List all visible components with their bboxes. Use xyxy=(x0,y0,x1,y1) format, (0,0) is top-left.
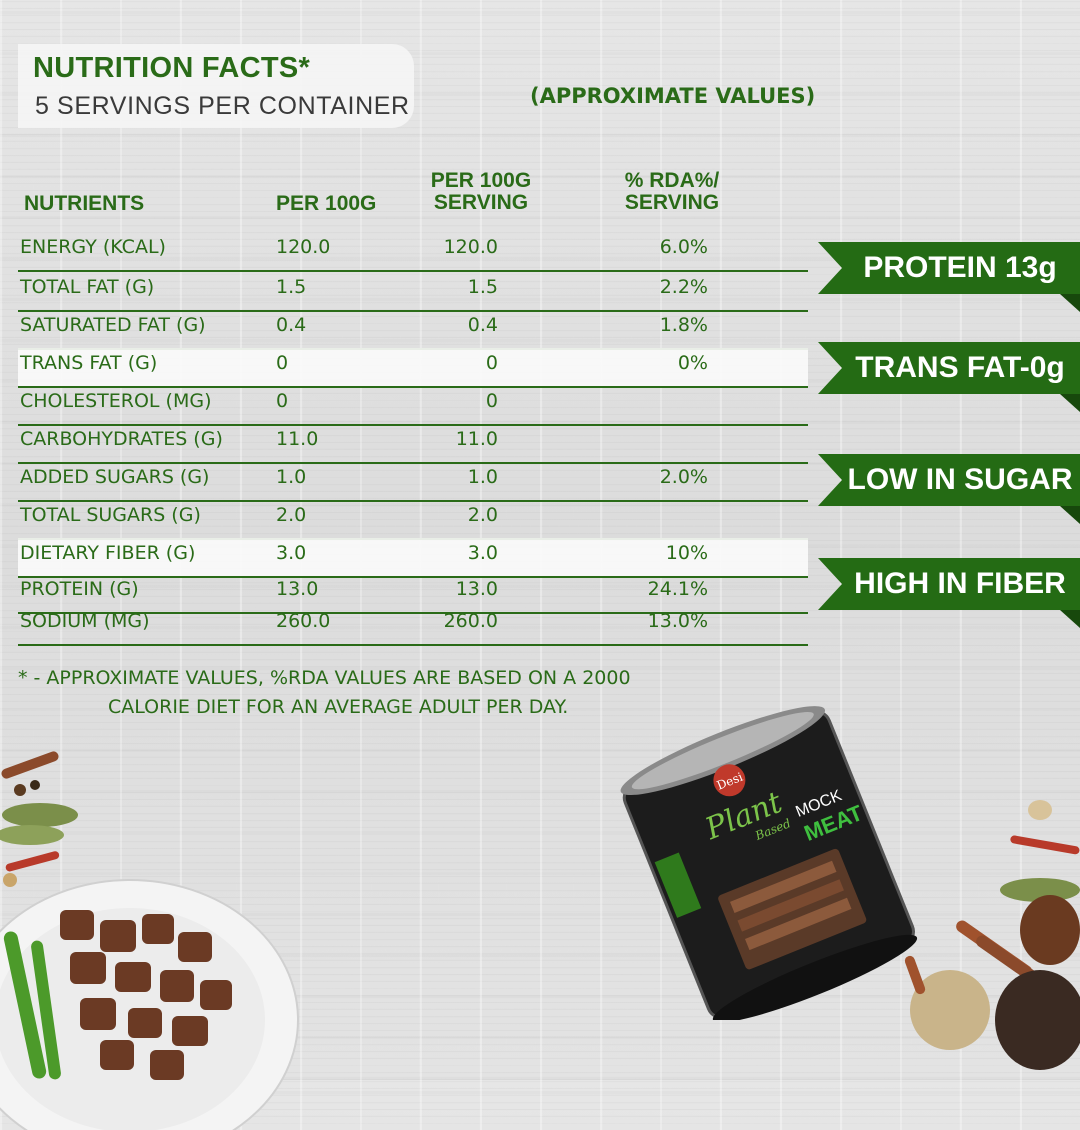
nutrient-name: CHOLESTEROL (MG) xyxy=(20,390,212,412)
nutrient-name: SATURATED FAT (G) xyxy=(20,314,206,336)
approximate-values-note: (APPROXIMATE VALUES) xyxy=(530,84,816,108)
banner-trans-fat-text: TRANS FAT-0g xyxy=(855,351,1065,384)
rda-value: 10% xyxy=(665,542,708,564)
column-header-rda-serving-text: % RDA%/ SERVING xyxy=(624,169,720,214)
table-row: SODIUM (MG) 260.0 260.0 13.0% xyxy=(18,606,808,646)
nutrient-name: ENERGY (KCAL) xyxy=(20,236,166,258)
footnote-line-2: CALORIE DIET FOR AN AVERAGE ADULT PER DA… xyxy=(108,696,569,718)
banner-flag xyxy=(818,242,1080,294)
banner-fold xyxy=(1060,294,1080,312)
per-100g-value: 13.0 xyxy=(276,578,319,600)
rda-value: 13.0% xyxy=(647,610,708,632)
table-row: CARBOHYDRATES (G) 11.0 11.0 xyxy=(18,424,808,464)
banner-low-sugar: LOW IN SUGAR xyxy=(818,454,1080,524)
banner-fold xyxy=(1060,394,1080,412)
banner-flag xyxy=(818,558,1080,610)
banner-fold xyxy=(1060,610,1080,628)
table-row: DIETARY FIBER (G) 3.0 3.0 10% xyxy=(18,538,808,578)
nutrient-name: PROTEIN (G) xyxy=(20,578,139,600)
footnote: * - APPROXIMATE VALUES, %RDA VALUES ARE … xyxy=(18,664,778,722)
table-row: SATURATED FAT (G) 0.4 0.4 1.8% xyxy=(18,310,808,350)
header-box xyxy=(18,44,414,128)
per-100g-value: 3.0 xyxy=(276,542,307,564)
table-row: TOTAL FAT (G) 1.5 1.5 2.2% xyxy=(18,272,808,312)
nutrient-name: DIETARY FIBER (G) xyxy=(20,542,196,564)
food-plate-image xyxy=(0,879,299,1130)
table-row: ADDED SUGARS (G) 1.0 1.0 2.0% xyxy=(18,462,808,502)
per-serving-value: 2.0 xyxy=(467,504,498,526)
per-serving-value: 0 xyxy=(485,390,498,412)
nutrient-name: ADDED SUGARS (G) xyxy=(20,466,210,488)
nutrient-name: TOTAL FAT (G) xyxy=(20,276,155,298)
banner-trans-fat: TRANS FAT-0g xyxy=(818,342,1080,412)
product-can-image: Desi Plant Based MOCK MEAT xyxy=(620,706,918,1020)
rda-value: 1.8% xyxy=(659,314,708,336)
spices-right-decoration xyxy=(904,800,1080,1070)
table-row: PROTEIN (G) 13.0 13.0 24.1% xyxy=(18,574,808,614)
banner-protein: PROTEIN 13g xyxy=(818,242,1080,312)
rda-value: 2.2% xyxy=(659,276,708,298)
per-serving-value: 1.0 xyxy=(467,466,498,488)
banner-fold xyxy=(1060,506,1080,524)
column-header-per-100g-serving: PER 100G SERVING xyxy=(412,170,550,214)
per-100g-value: 2.0 xyxy=(276,504,307,526)
table-row: ENERGY (KCAL) 120.0 120.0 6.0% xyxy=(18,232,808,272)
rda-value: 24.1% xyxy=(647,578,708,600)
per-serving-value: 0.4 xyxy=(467,314,498,336)
table-row: TRANS FAT (G) 0 0 0% xyxy=(18,348,808,388)
per-serving-value: 3.0 xyxy=(467,542,498,564)
nutrient-name: SODIUM (MG) xyxy=(20,610,150,632)
servings-subtitle: 5 SERVINGS PER CONTAINER xyxy=(35,92,410,120)
nutrient-name: TOTAL SUGARS (G) xyxy=(20,504,201,526)
per-100g-value: 0.4 xyxy=(276,314,307,336)
per-serving-value: 120.0 xyxy=(443,236,498,258)
column-header-per-100g: PER 100G xyxy=(276,192,377,215)
banner-high-fiber: HIGH IN FIBER xyxy=(818,558,1080,628)
banner-flag xyxy=(818,342,1080,394)
spices-left-decoration xyxy=(0,751,78,887)
per-100g-value: 0 xyxy=(276,352,289,374)
nutrient-name: TRANS FAT (G) xyxy=(20,352,158,374)
per-serving-value: 260.0 xyxy=(443,610,498,632)
footnote-line-1: * - APPROXIMATE VALUES, %RDA VALUES ARE … xyxy=(18,667,631,689)
rda-value: 2.0% xyxy=(659,466,708,488)
per-100g-value: 1.0 xyxy=(276,466,307,488)
rda-value: 6.0% xyxy=(659,236,708,258)
banner-flag xyxy=(818,454,1080,506)
per-100g-value: 11.0 xyxy=(276,428,319,450)
per-100g-value: 0 xyxy=(276,390,289,412)
nutrient-name: CARBOHYDRATES (G) xyxy=(20,428,223,450)
per-100g-value: 120.0 xyxy=(276,236,331,258)
banner-low-sugar-text: LOW IN SUGAR xyxy=(847,463,1073,496)
per-serving-value: 13.0 xyxy=(455,578,498,600)
per-serving-value: 11.0 xyxy=(455,428,498,450)
per-serving-value: 0 xyxy=(485,352,498,374)
banner-high-fiber-text: HIGH IN FIBER xyxy=(854,567,1066,600)
table-row: CHOLESTEROL (MG) 0 0 xyxy=(18,386,808,426)
column-header-nutrients: NUTRIENTS xyxy=(24,192,145,215)
banner-protein-text: PROTEIN 13g xyxy=(863,251,1057,284)
column-header-per-100g-serving-text: PER 100G SERVING xyxy=(430,169,532,214)
per-serving-value: 1.5 xyxy=(467,276,498,298)
rda-value: 0% xyxy=(677,352,708,374)
page-title: NUTRITION FACTS* xyxy=(33,52,311,84)
per-100g-value: 260.0 xyxy=(276,610,331,632)
table-row: TOTAL SUGARS (G) 2.0 2.0 xyxy=(18,500,808,540)
per-100g-value: 1.5 xyxy=(276,276,307,298)
column-header-rda-serving: % RDA%/ SERVING xyxy=(612,170,732,214)
